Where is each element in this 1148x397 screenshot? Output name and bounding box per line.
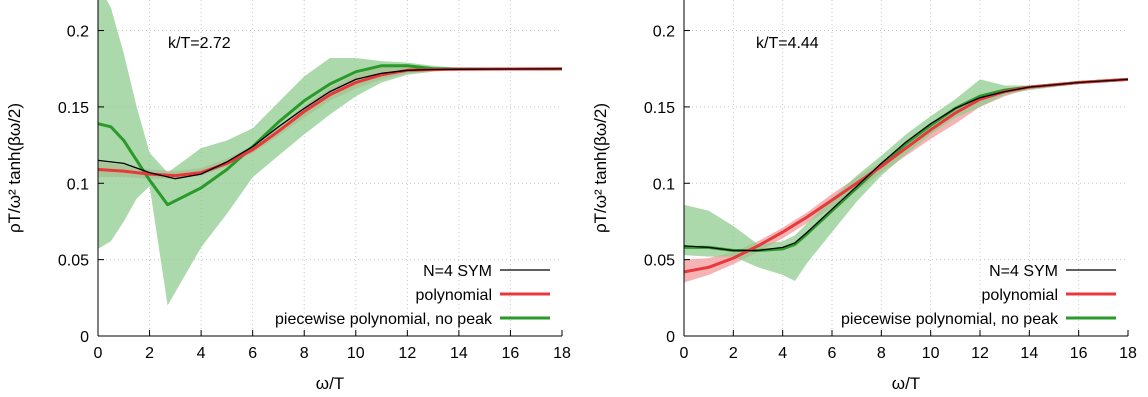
x-tick-label: 4 (778, 345, 787, 362)
x-tick-label: 8 (300, 345, 309, 362)
x-tick-label: 16 (502, 345, 520, 362)
error-band-1 (684, 79, 1128, 283)
x-tick-label: 14 (450, 345, 468, 362)
x-axis-label: ω/T (892, 374, 920, 393)
y-tick-label: 0.1 (653, 176, 675, 193)
x-tick-label: 16 (1070, 345, 1088, 362)
x-axis-label: ω/T (316, 374, 344, 393)
y-tick-label: 0.15 (644, 100, 675, 117)
y-tick-label: 0.05 (58, 253, 89, 270)
y-axis-label: ρT/ω² tanh(βω/2) (5, 103, 24, 233)
x-tick-label: 2 (145, 345, 154, 362)
right-chart-panel: 0 2 4 6 8 10 12 14 16 18 0 0.05 0.1 0.15 0.2 ω/T ρT/ω² t… (591, 0, 1137, 393)
legend-label: N=4 SYM (423, 263, 492, 280)
k-over-t-annotation: k/T=2.72 (168, 35, 231, 52)
legend: N=4 SYM polynomial piecewise polynomial, n… (275, 263, 550, 328)
legend-label: polynomial (416, 287, 492, 304)
x-tick-label: 0 (94, 345, 103, 362)
x-tick-label: 10 (922, 345, 940, 362)
x-tick-label: 6 (828, 345, 837, 362)
x-tick-label: 18 (553, 345, 571, 362)
legend: N=4 SYM polynomial piecewise polynomial, n… (841, 263, 1116, 328)
x-tick-label: 6 (248, 345, 257, 362)
legend-label: piecewise polynomial, no peak (841, 311, 1059, 328)
x-tick-label: 12 (398, 345, 416, 362)
legend-label: piecewise polynomial, no peak (275, 311, 493, 328)
x-tick-label: 8 (877, 345, 886, 362)
y-tick-label: 0 (666, 329, 675, 346)
y-tick-label: 0 (80, 329, 89, 346)
y-axis-label: ρT/ω² tanh(βω/2) (591, 103, 610, 233)
left-chart-panel: 0 2 4 6 8 10 12 14 16 18 0 0.05 0.1 0.15 0.2 ω/T ρT/ω² t… (5, 0, 571, 393)
series-line-2 (684, 77, 1128, 252)
plot-area (684, 77, 1128, 283)
y-tick-label: 0.05 (644, 253, 675, 270)
y-tick-label: 0.15 (58, 100, 89, 117)
series-line-0 (98, 68, 562, 180)
plot-area (98, 0, 562, 306)
y-tick-label: 0.1 (67, 176, 89, 193)
x-tick-label: 4 (197, 345, 206, 362)
k-over-t-annotation: k/T=4.44 (756, 35, 819, 52)
x-tick-label: 10 (347, 345, 365, 362)
error-band-2 (98, 0, 562, 306)
y-tick-label: 0.2 (653, 24, 675, 41)
x-tick-label: 14 (1020, 345, 1038, 362)
y-tick-label: 0.2 (67, 24, 89, 41)
x-tick-label: 2 (729, 345, 738, 362)
legend-label: polynomial (982, 287, 1058, 304)
x-tick-label: 18 (1119, 345, 1137, 362)
x-tick-label: 0 (680, 345, 689, 362)
series-line-0 (684, 78, 1128, 252)
grid (684, 0, 1128, 336)
x-tick-label: 12 (971, 345, 989, 362)
legend-label: N=4 SYM (989, 263, 1058, 280)
